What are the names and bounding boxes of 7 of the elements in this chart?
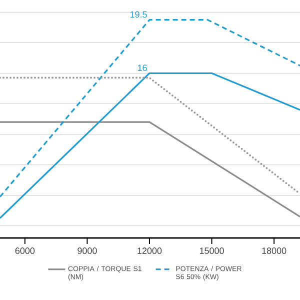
data-label: 16	[138, 64, 147, 72]
x-tick-label: 12000	[138, 248, 162, 254]
x-tick-label: 6000	[15, 248, 35, 254]
x-tick-label: 15000	[200, 248, 224, 254]
x-tick-label: 18000	[262, 248, 286, 254]
x-tick-label: 9000	[78, 248, 97, 254]
data-label: 19.5	[130, 11, 147, 18]
